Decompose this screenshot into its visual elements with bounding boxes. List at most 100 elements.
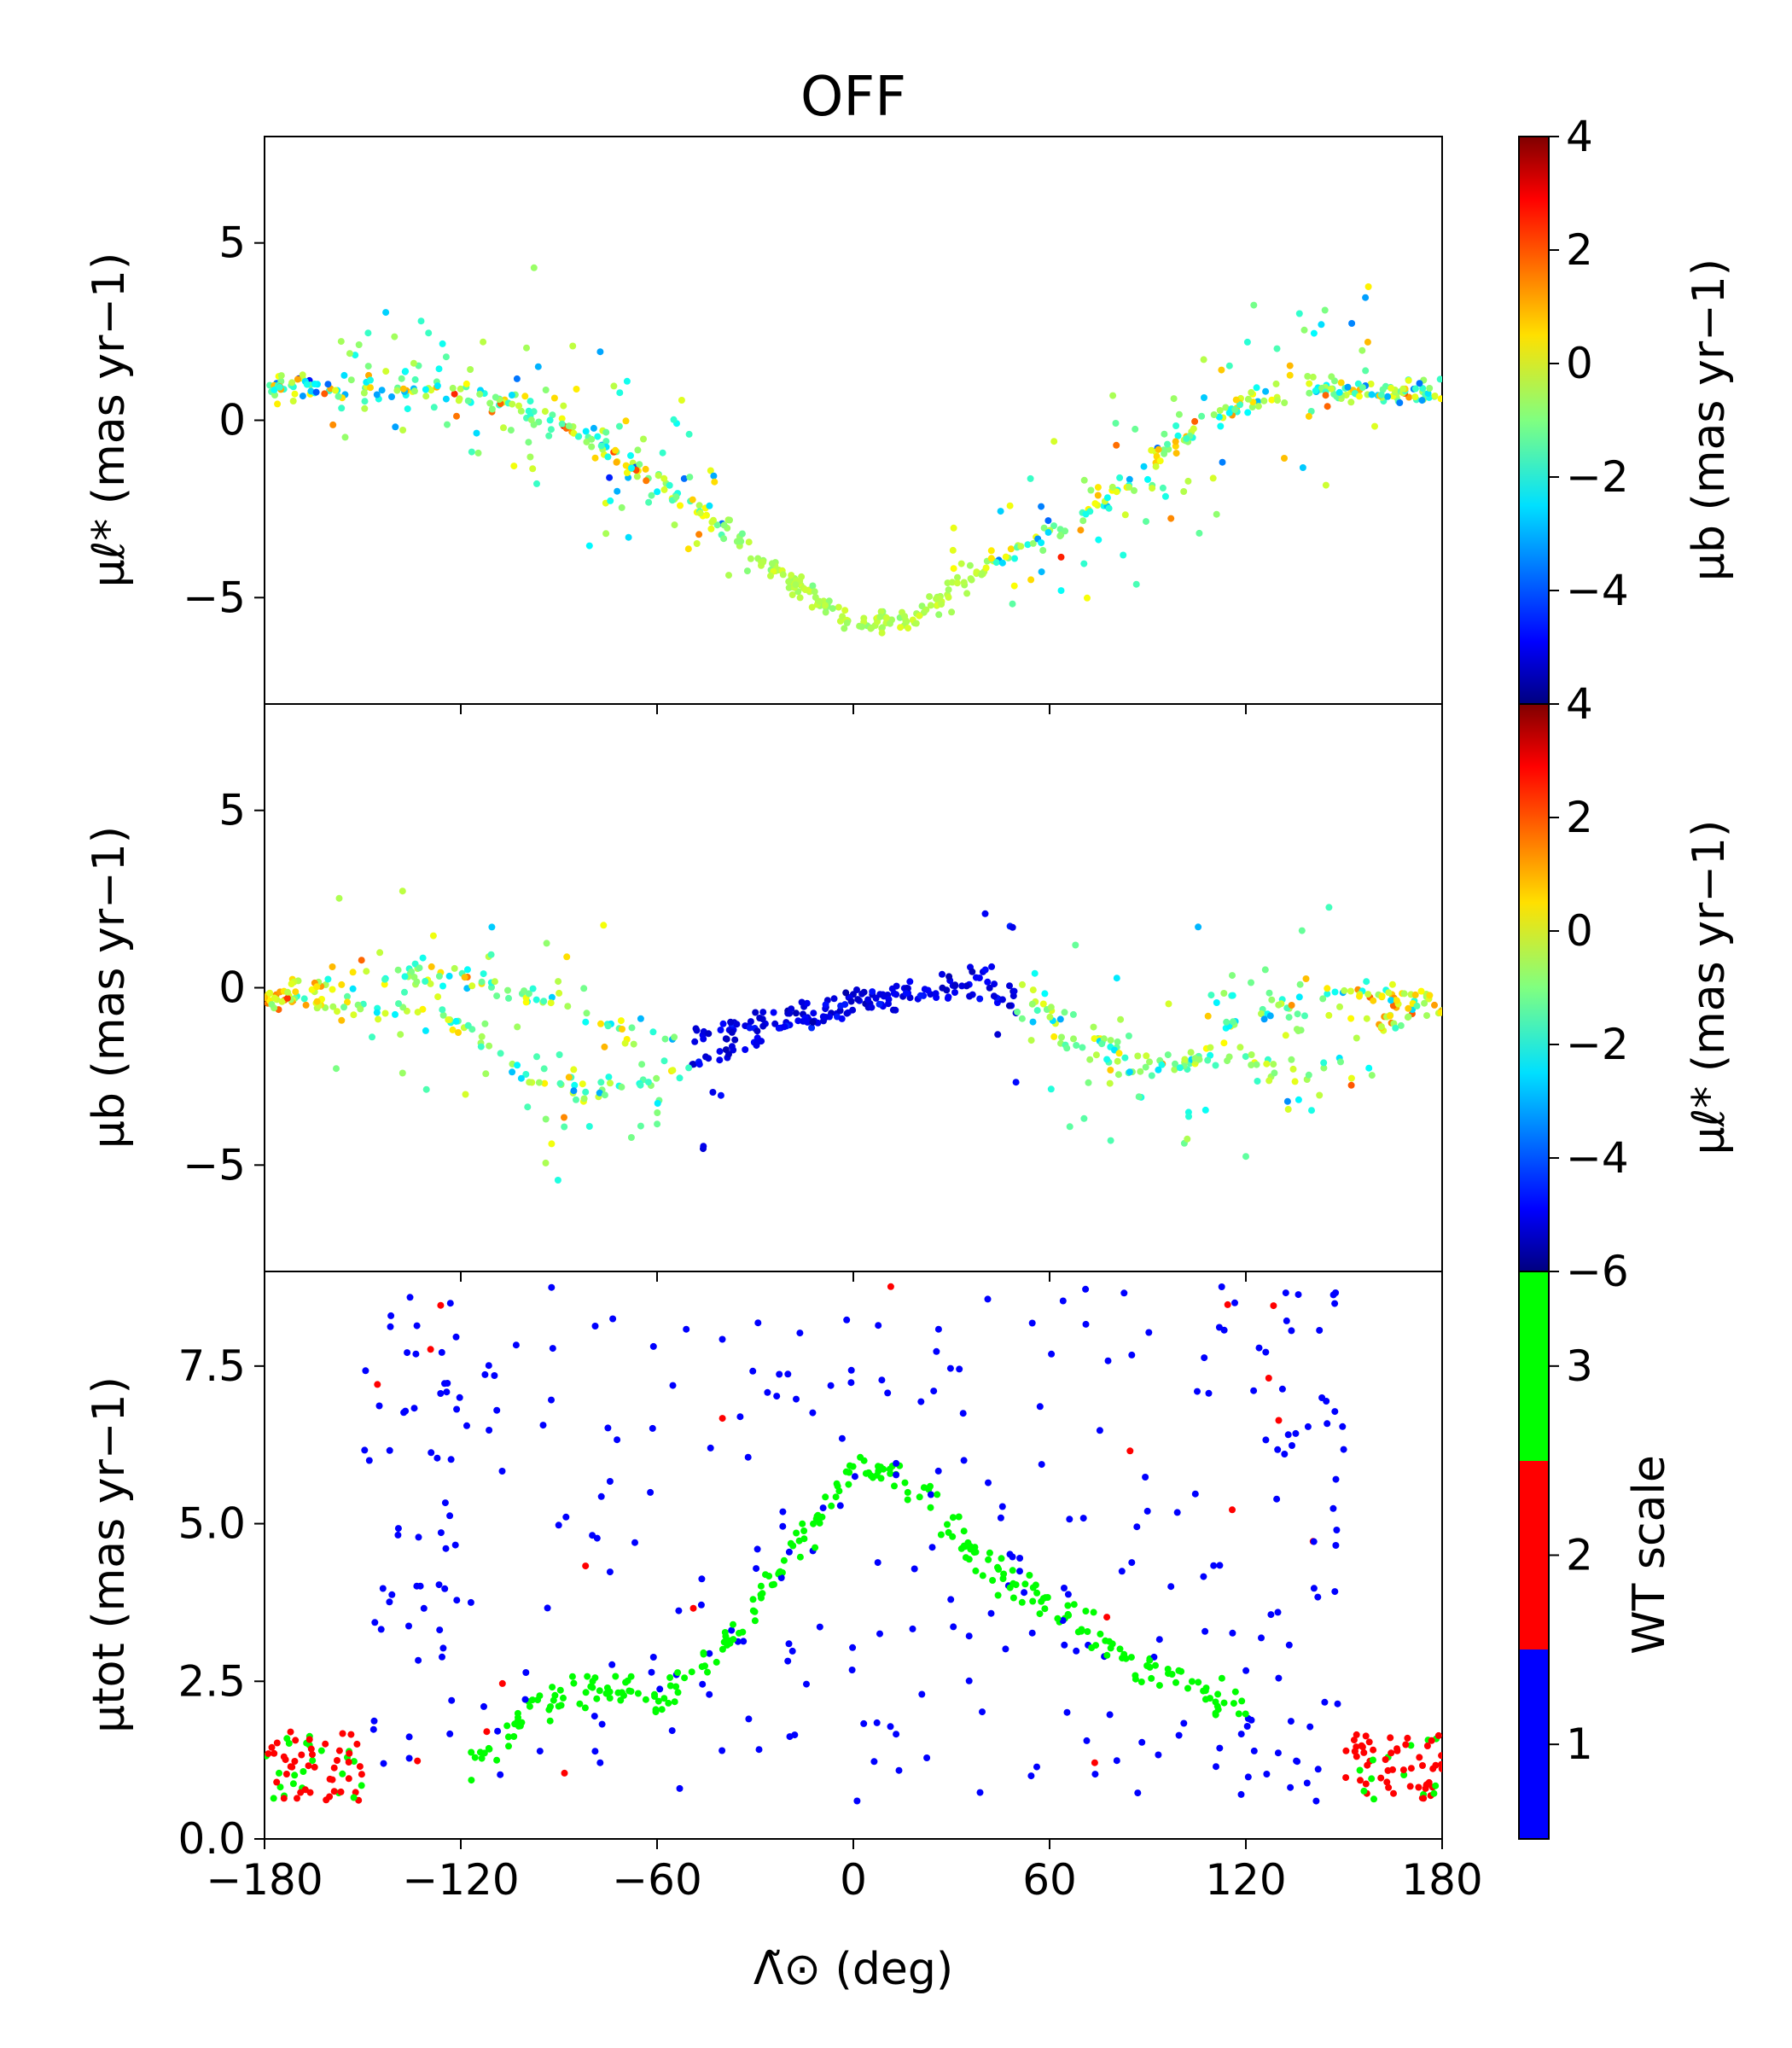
mu-l-point	[1379, 386, 1387, 393]
mu-b-point	[583, 1009, 591, 1017]
mu-l-point	[1362, 294, 1370, 301]
mu-l-point	[442, 353, 450, 361]
mu-l-point	[945, 594, 952, 601]
mu-b-point	[617, 1017, 625, 1025]
mu-b-point	[723, 1035, 730, 1043]
mu-l-point	[879, 624, 886, 631]
mu-tot-point	[950, 1623, 957, 1631]
mu-tot-point	[1282, 1289, 1289, 1297]
mu-b-point	[349, 969, 357, 976]
mu-b-point	[451, 964, 458, 972]
mu-b-point	[597, 1020, 604, 1027]
mu-tot-point	[925, 1486, 933, 1493]
mu-tot-point	[1274, 1749, 1282, 1757]
mu-tot-point	[997, 1514, 1004, 1521]
mu-b-point	[580, 1095, 588, 1103]
mu-l-point	[425, 329, 433, 337]
axis-ticks: −5 0 5 −5 0 5 −180 −120 −60 0 60 120 180 0.0 2.5 5.0 7.5	[177, 218, 1482, 1905]
mu-b-point	[1091, 1035, 1098, 1043]
mu-b-point	[493, 992, 501, 1000]
mu-tot-point	[270, 1795, 277, 1802]
mu-tot-point	[1360, 1787, 1368, 1795]
mu-b-point	[540, 998, 548, 1005]
mu-b-point	[1113, 975, 1120, 982]
mu-b-point	[1114, 1057, 1121, 1065]
mu-b-point	[660, 1057, 668, 1065]
mu-b-point	[1019, 980, 1026, 988]
mu-l-point	[1094, 492, 1102, 499]
mu-b-point	[340, 1004, 347, 1011]
mu-b-point	[1041, 990, 1049, 998]
mu-l-point	[1091, 500, 1099, 508]
mu-l-point	[402, 368, 410, 375]
mu-tot-point	[1339, 1423, 1347, 1430]
mu-b-point	[521, 987, 528, 995]
mu-tot-point	[486, 1427, 493, 1434]
mu-tot-point	[437, 1390, 445, 1397]
mu-b-point	[529, 985, 537, 992]
mu-l-point	[521, 393, 529, 400]
mu-l-point	[811, 588, 818, 596]
mu-tot-point	[1097, 1630, 1104, 1638]
mu-tot-point	[1155, 1682, 1163, 1690]
mu-tot-point	[1127, 1654, 1135, 1661]
mu-b-point	[1324, 990, 1331, 998]
mu-l-point	[274, 400, 282, 408]
mu-l-point	[1156, 457, 1164, 465]
mu-b-point	[463, 985, 471, 992]
mu-tot-point	[1116, 1645, 1124, 1653]
mu-l-point	[1274, 397, 1281, 404]
mu-b-point	[1207, 1044, 1214, 1051]
mu-l-point	[288, 379, 296, 387]
mu-l-point	[768, 560, 776, 567]
mu-tot-point	[494, 1727, 502, 1735]
mu-tot-point	[758, 1594, 765, 1602]
mu-b-point	[1324, 985, 1331, 992]
mu-b-point	[542, 1159, 550, 1167]
mu-b-point	[1164, 1051, 1172, 1059]
mu-b-point	[401, 973, 409, 980]
mu-l-point	[841, 607, 849, 614]
mu-tot-point	[1213, 1763, 1219, 1771]
mu-tot-point	[1108, 1640, 1116, 1648]
mu-l-point	[430, 404, 438, 411]
mu-l-point	[346, 350, 353, 358]
mu-l-point	[391, 333, 399, 340]
y-tick-label: −5	[183, 573, 246, 622]
mu-b-point	[1285, 1014, 1293, 1021]
colorbar-wt-label: WT scale	[1624, 1455, 1675, 1655]
mu-l-point	[1044, 528, 1052, 536]
colorbar-ticks: 4 2 0 −2 −4 4 2 0 −2 −4 −6 3 2 1	[1549, 112, 1629, 1769]
mu-b-point	[1191, 1055, 1199, 1062]
mu-l-point	[582, 428, 590, 435]
mu-tot-point	[1064, 1602, 1072, 1609]
mu-l-point	[948, 608, 956, 616]
mu-tot-point	[441, 1499, 449, 1507]
mu-tot-point	[676, 1784, 684, 1792]
mu-b-point	[487, 951, 495, 958]
mu-tot-point	[768, 1581, 776, 1589]
mu-tot-point	[1387, 1734, 1394, 1742]
mu-l-point	[1244, 409, 1252, 416]
mu-b-point	[1236, 1044, 1244, 1051]
mu-l-point	[1172, 438, 1179, 445]
mu-l-point	[335, 393, 342, 400]
mu-tot-point	[271, 1749, 278, 1757]
mu-b-point	[890, 990, 898, 998]
mu-l-point	[693, 540, 701, 547]
mu-l-point	[677, 502, 684, 509]
mu-tot-point	[604, 1424, 612, 1432]
mu-tot-point	[904, 1496, 911, 1504]
mu-b-point	[1431, 1001, 1438, 1009]
mu-tot-point	[884, 1389, 892, 1397]
mu-tot-point	[1133, 1523, 1141, 1531]
mu-tot-point	[402, 1407, 410, 1415]
mu-tot-point	[1314, 1766, 1322, 1773]
mu-tot-point	[937, 1531, 945, 1539]
mu-b-point	[535, 1079, 543, 1086]
mu-tot-point	[514, 1718, 521, 1725]
mu-tot-point	[436, 1626, 444, 1634]
mu-tot-point	[1061, 1585, 1068, 1591]
mu-tot-point	[1275, 1417, 1283, 1424]
mu-tot-point	[625, 1687, 633, 1695]
